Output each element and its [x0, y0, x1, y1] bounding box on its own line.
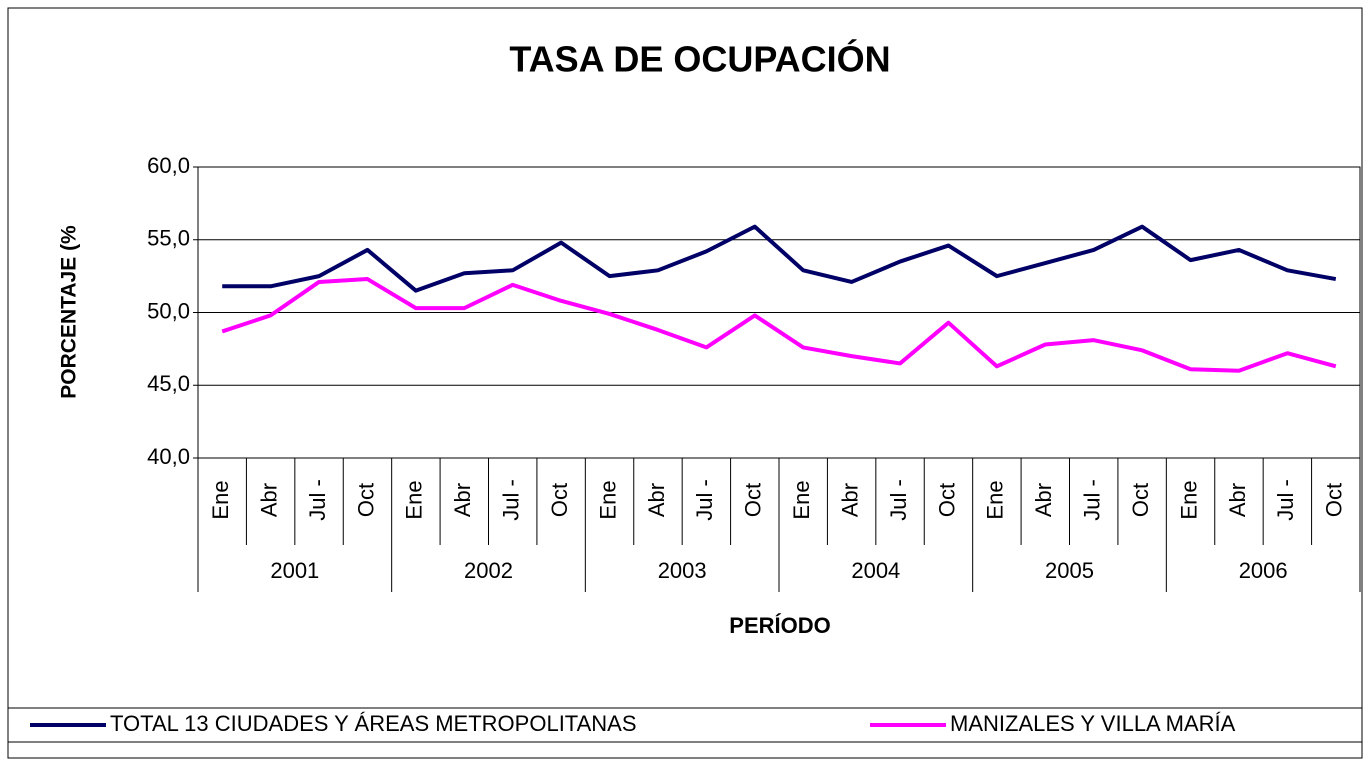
x-tick-label: Ene: [983, 480, 1008, 519]
x-tick-label: Abr: [837, 483, 862, 517]
legend-box: [7, 707, 1363, 743]
series-line: [222, 224, 1337, 293]
y-tick-label: 45,0: [147, 371, 190, 396]
x-tick-label: Abr: [644, 483, 669, 517]
y-tick-label: 60,0: [147, 153, 190, 178]
x-tick-label: Ene: [1176, 480, 1201, 519]
x-tick-label: Abr: [256, 483, 281, 517]
x-tick-label: Oct: [741, 483, 766, 517]
y-tick-label: 40,0: [147, 444, 190, 469]
x-axis-label: PERÍODO: [729, 613, 830, 638]
group-label: 2002: [464, 558, 513, 583]
legend-label: TOTAL 13 CIUDADES Y ÁREAS METROPOLITANAS: [110, 711, 637, 736]
x-tick-label: Jul -: [499, 479, 524, 521]
group-label: 2001: [270, 558, 319, 583]
x-tick-label: Jul -: [692, 479, 717, 521]
y-axis-label: PORCENTAJE (%: [58, 225, 81, 399]
y-tick-label: 50,0: [147, 298, 190, 323]
x-tick-label: Ene: [208, 480, 233, 519]
x-tick-label: Jul -: [886, 479, 911, 521]
x-tick-label: Jul -: [1273, 479, 1298, 521]
series-line: [221, 277, 1337, 373]
x-tick-label: Oct: [1128, 483, 1153, 517]
x-tick-label: Oct: [353, 483, 378, 517]
x-tick-label: Abr: [1031, 483, 1056, 517]
x-tick-label: Abr: [450, 483, 475, 517]
x-tick-label: Jul -: [1080, 479, 1105, 521]
x-tick-label: Jul -: [305, 479, 330, 521]
x-tick-label: Ene: [789, 480, 814, 519]
x-tick-label: Oct: [934, 483, 959, 517]
x-tick-label: Oct: [547, 483, 572, 517]
group-label: 2005: [1045, 558, 1094, 583]
chart-title: TASA DE OCUPACIÓN: [509, 38, 890, 80]
x-tick-label: Ene: [595, 480, 620, 519]
x-tick-label: Abr: [1225, 483, 1250, 517]
x-tick-label: Oct: [1322, 483, 1347, 517]
group-label: 2004: [851, 558, 900, 583]
group-label: 2003: [658, 558, 707, 583]
legend-label: MANIZALES Y VILLA MARÍA: [950, 711, 1236, 736]
y-tick-label: 55,0: [147, 226, 190, 251]
group-label: 2006: [1239, 558, 1288, 583]
x-tick-label: Ene: [402, 480, 427, 519]
